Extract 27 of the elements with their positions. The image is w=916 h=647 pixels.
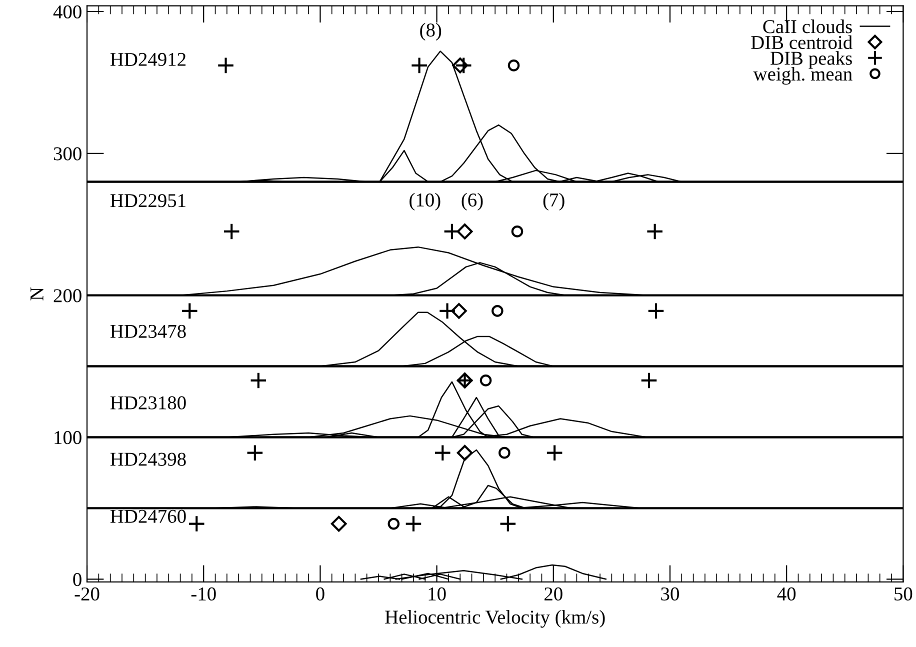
annotation: HD24760 bbox=[110, 510, 186, 523]
annotation: (7) bbox=[543, 192, 564, 211]
y-tick-label: 100 bbox=[54, 431, 82, 444]
x-tick-label: 20 bbox=[544, 587, 562, 601]
y-tick-label: 400 bbox=[53, 5, 82, 18]
annotation: HD24398 bbox=[110, 452, 186, 466]
annotation: HD23180 bbox=[110, 396, 186, 410]
x-tick-label: -20 bbox=[74, 587, 100, 601]
annotation: HD22951 bbox=[110, 194, 186, 208]
y-tick-label: 300 bbox=[54, 147, 82, 160]
legend-label: DIB centroid bbox=[751, 35, 852, 50]
x-tick-label: -10 bbox=[191, 587, 216, 601]
x-tick-label: 40 bbox=[777, 587, 796, 601]
annotation: HD23478 bbox=[110, 324, 186, 338]
legend-label: CaII clouds bbox=[763, 20, 852, 34]
x-tick-label: 0 bbox=[316, 587, 324, 601]
x-tick-label: 10 bbox=[428, 587, 446, 601]
annotation: (8) bbox=[420, 22, 442, 41]
y-tick-label: 200 bbox=[54, 289, 82, 302]
x-axis-title: Heliocentric Velocity (km/s) bbox=[385, 610, 605, 628]
annotation: (6) bbox=[462, 192, 483, 211]
annotation: (10) bbox=[410, 192, 440, 211]
x-tick-label: 30 bbox=[661, 587, 679, 601]
y-axis-title: N bbox=[30, 287, 44, 300]
x-tick-label: 50 bbox=[894, 587, 912, 601]
y-tick-label: 0 bbox=[73, 572, 82, 586]
annotation: HD24912 bbox=[110, 52, 186, 66]
